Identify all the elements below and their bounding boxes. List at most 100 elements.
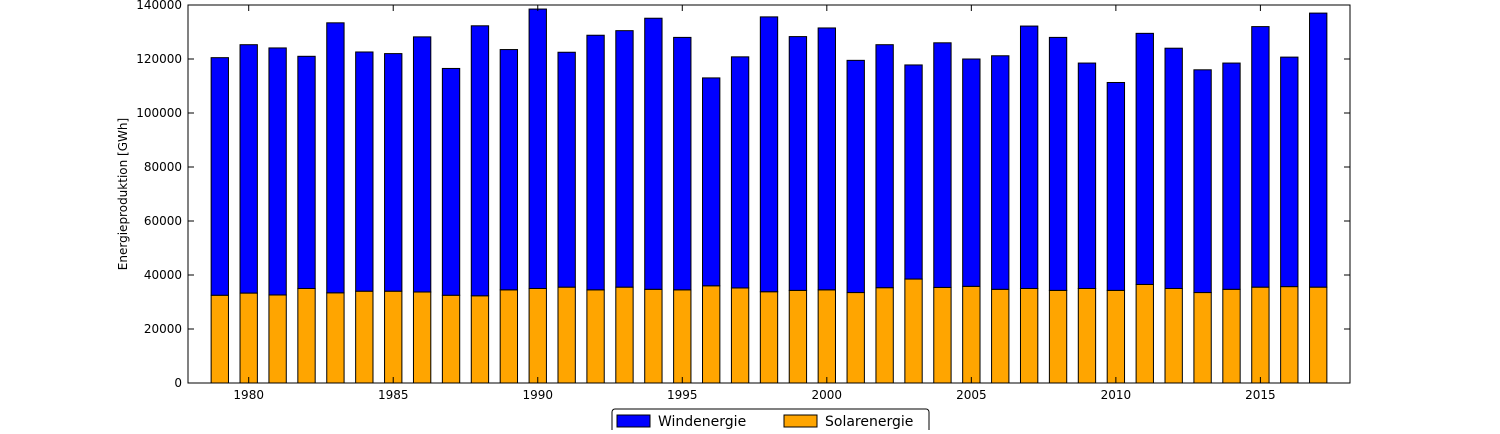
bar-solar-1986 — [412, 291, 432, 384]
bar-solar-1979 — [210, 294, 229, 384]
x-tick-label: 1990 — [522, 388, 553, 402]
bar-wind-1985 — [384, 53, 403, 292]
y-tick-label: 0 — [174, 376, 182, 390]
x-axis: 1980 1985 1990 1995 2000 2005 2010 2015 — [233, 5, 1276, 402]
bar-wind-2001 — [846, 59, 865, 294]
x-tick-label: 2015 — [1245, 388, 1276, 402]
bar-solar-2010 — [1106, 289, 1126, 384]
legend-swatch — [783, 414, 818, 428]
y-tick-label: 60000 — [144, 214, 182, 228]
legend-label: Windenergie — [658, 414, 746, 430]
bar-solar-2004 — [933, 286, 952, 384]
bar-wind-2011 — [1135, 32, 1154, 285]
y-tick-label: 20000 — [144, 322, 182, 336]
bar-wind-1983 — [326, 22, 345, 294]
bar-wind-2014 — [1222, 62, 1241, 290]
x-tick-label: 1980 — [233, 388, 264, 402]
bar-wind-2016 — [1280, 56, 1299, 288]
bar-wind-2005 — [962, 58, 981, 287]
y-tick-label: 140000 — [136, 0, 182, 12]
plot-frame — [187, 4, 1351, 384]
bar-wind-1991 — [557, 51, 576, 288]
bar-wind-2008 — [1048, 36, 1068, 291]
x-tick-label: 1985 — [378, 388, 409, 402]
bar-solar-1996 — [702, 285, 721, 384]
bar-solar-2016 — [1280, 286, 1299, 384]
bar-wind-1987 — [441, 67, 461, 296]
bar-wind-1984 — [355, 51, 374, 292]
bar-wind-1993 — [615, 30, 634, 288]
bar-solar-2014 — [1222, 288, 1241, 384]
bar-solar-1988 — [470, 295, 490, 384]
bar-solar-1985 — [384, 290, 403, 384]
bar-solar-1983 — [326, 292, 345, 384]
bar-wind-1999 — [788, 36, 808, 291]
bar-wind-1998 — [759, 16, 779, 293]
bar-solar-2017 — [1309, 286, 1328, 384]
bar-wind-1981 — [268, 47, 287, 296]
bar-wind-1989 — [499, 49, 519, 291]
bar-wind-2017 — [1309, 12, 1328, 288]
bar-wind-1986 — [412, 36, 432, 293]
bar-solar-2012 — [1164, 288, 1183, 384]
bar-wind-2006 — [991, 55, 1010, 290]
bar-solar-1997 — [730, 287, 750, 384]
bar-solar-1987 — [441, 294, 461, 384]
x-tick-label: 2010 — [1101, 388, 1132, 402]
y-axis-label: Energieproduktion [GWh] — [116, 118, 130, 270]
bar-solar-2009 — [1077, 288, 1097, 384]
bar-wind-1992 — [586, 34, 605, 291]
bar-solar-1980 — [239, 292, 258, 384]
bar-solar-1999 — [788, 289, 808, 384]
legend: Windenergie Solarenergie — [611, 408, 930, 434]
bars-layer — [210, 8, 1328, 384]
bar-solar-2001 — [846, 292, 865, 384]
bar-solar-2013 — [1193, 292, 1212, 384]
bar-wind-2015 — [1251, 26, 1270, 288]
bar-wind-2013 — [1193, 69, 1212, 294]
bar-solar-2007 — [1019, 288, 1039, 384]
x-tick-label: 2000 — [812, 388, 843, 402]
bar-solar-1995 — [673, 289, 692, 384]
bar-solar-1981 — [268, 294, 287, 384]
bar-wind-1980 — [239, 44, 258, 294]
bar-wind-2004 — [933, 42, 952, 288]
x-tick-label: 2005 — [956, 388, 987, 402]
bar-solar-2015 — [1251, 286, 1270, 384]
bar-wind-1982 — [297, 55, 316, 289]
bar-solar-1992 — [586, 289, 605, 384]
bar-solar-2005 — [962, 285, 981, 384]
y-tick-label: 40000 — [144, 268, 182, 282]
legend-swatch — [616, 414, 651, 428]
bar-wind-2010 — [1106, 81, 1126, 291]
bar-solar-1993 — [615, 286, 634, 384]
bar-solar-2000 — [817, 289, 836, 384]
bar-solar-2008 — [1048, 289, 1068, 384]
bar-wind-2012 — [1164, 47, 1183, 290]
bar-wind-1988 — [470, 25, 490, 297]
bar-wind-2003 — [904, 64, 923, 280]
bar-solar-1998 — [759, 291, 779, 384]
legend-box — [611, 408, 930, 434]
y-axis: 0 20000 40000 60000 80000 100000 120000 140000 — [136, 0, 1350, 390]
y-tick-label: 80000 — [144, 160, 182, 174]
y-tick-label: 120000 — [136, 52, 182, 66]
bar-solar-1989 — [499, 289, 519, 384]
bar-wind-1997 — [730, 56, 750, 289]
bar-solar-1982 — [297, 288, 316, 384]
bar-solar-1994 — [644, 288, 663, 384]
bar-wind-2009 — [1077, 62, 1097, 289]
bar-wind-1990 — [528, 8, 547, 290]
bar-solar-2002 — [875, 287, 894, 384]
bar-solar-2003 — [904, 278, 923, 384]
x-tick-label: 1995 — [667, 388, 698, 402]
bar-wind-1979 — [210, 57, 229, 296]
bar-solar-1990 — [528, 288, 547, 384]
bar-wind-1995 — [673, 36, 692, 291]
bar-wind-2002 — [875, 44, 894, 289]
bar-solar-2006 — [991, 288, 1010, 384]
legend-label: Solarenergie — [825, 414, 913, 430]
bar-wind-1994 — [644, 17, 663, 290]
